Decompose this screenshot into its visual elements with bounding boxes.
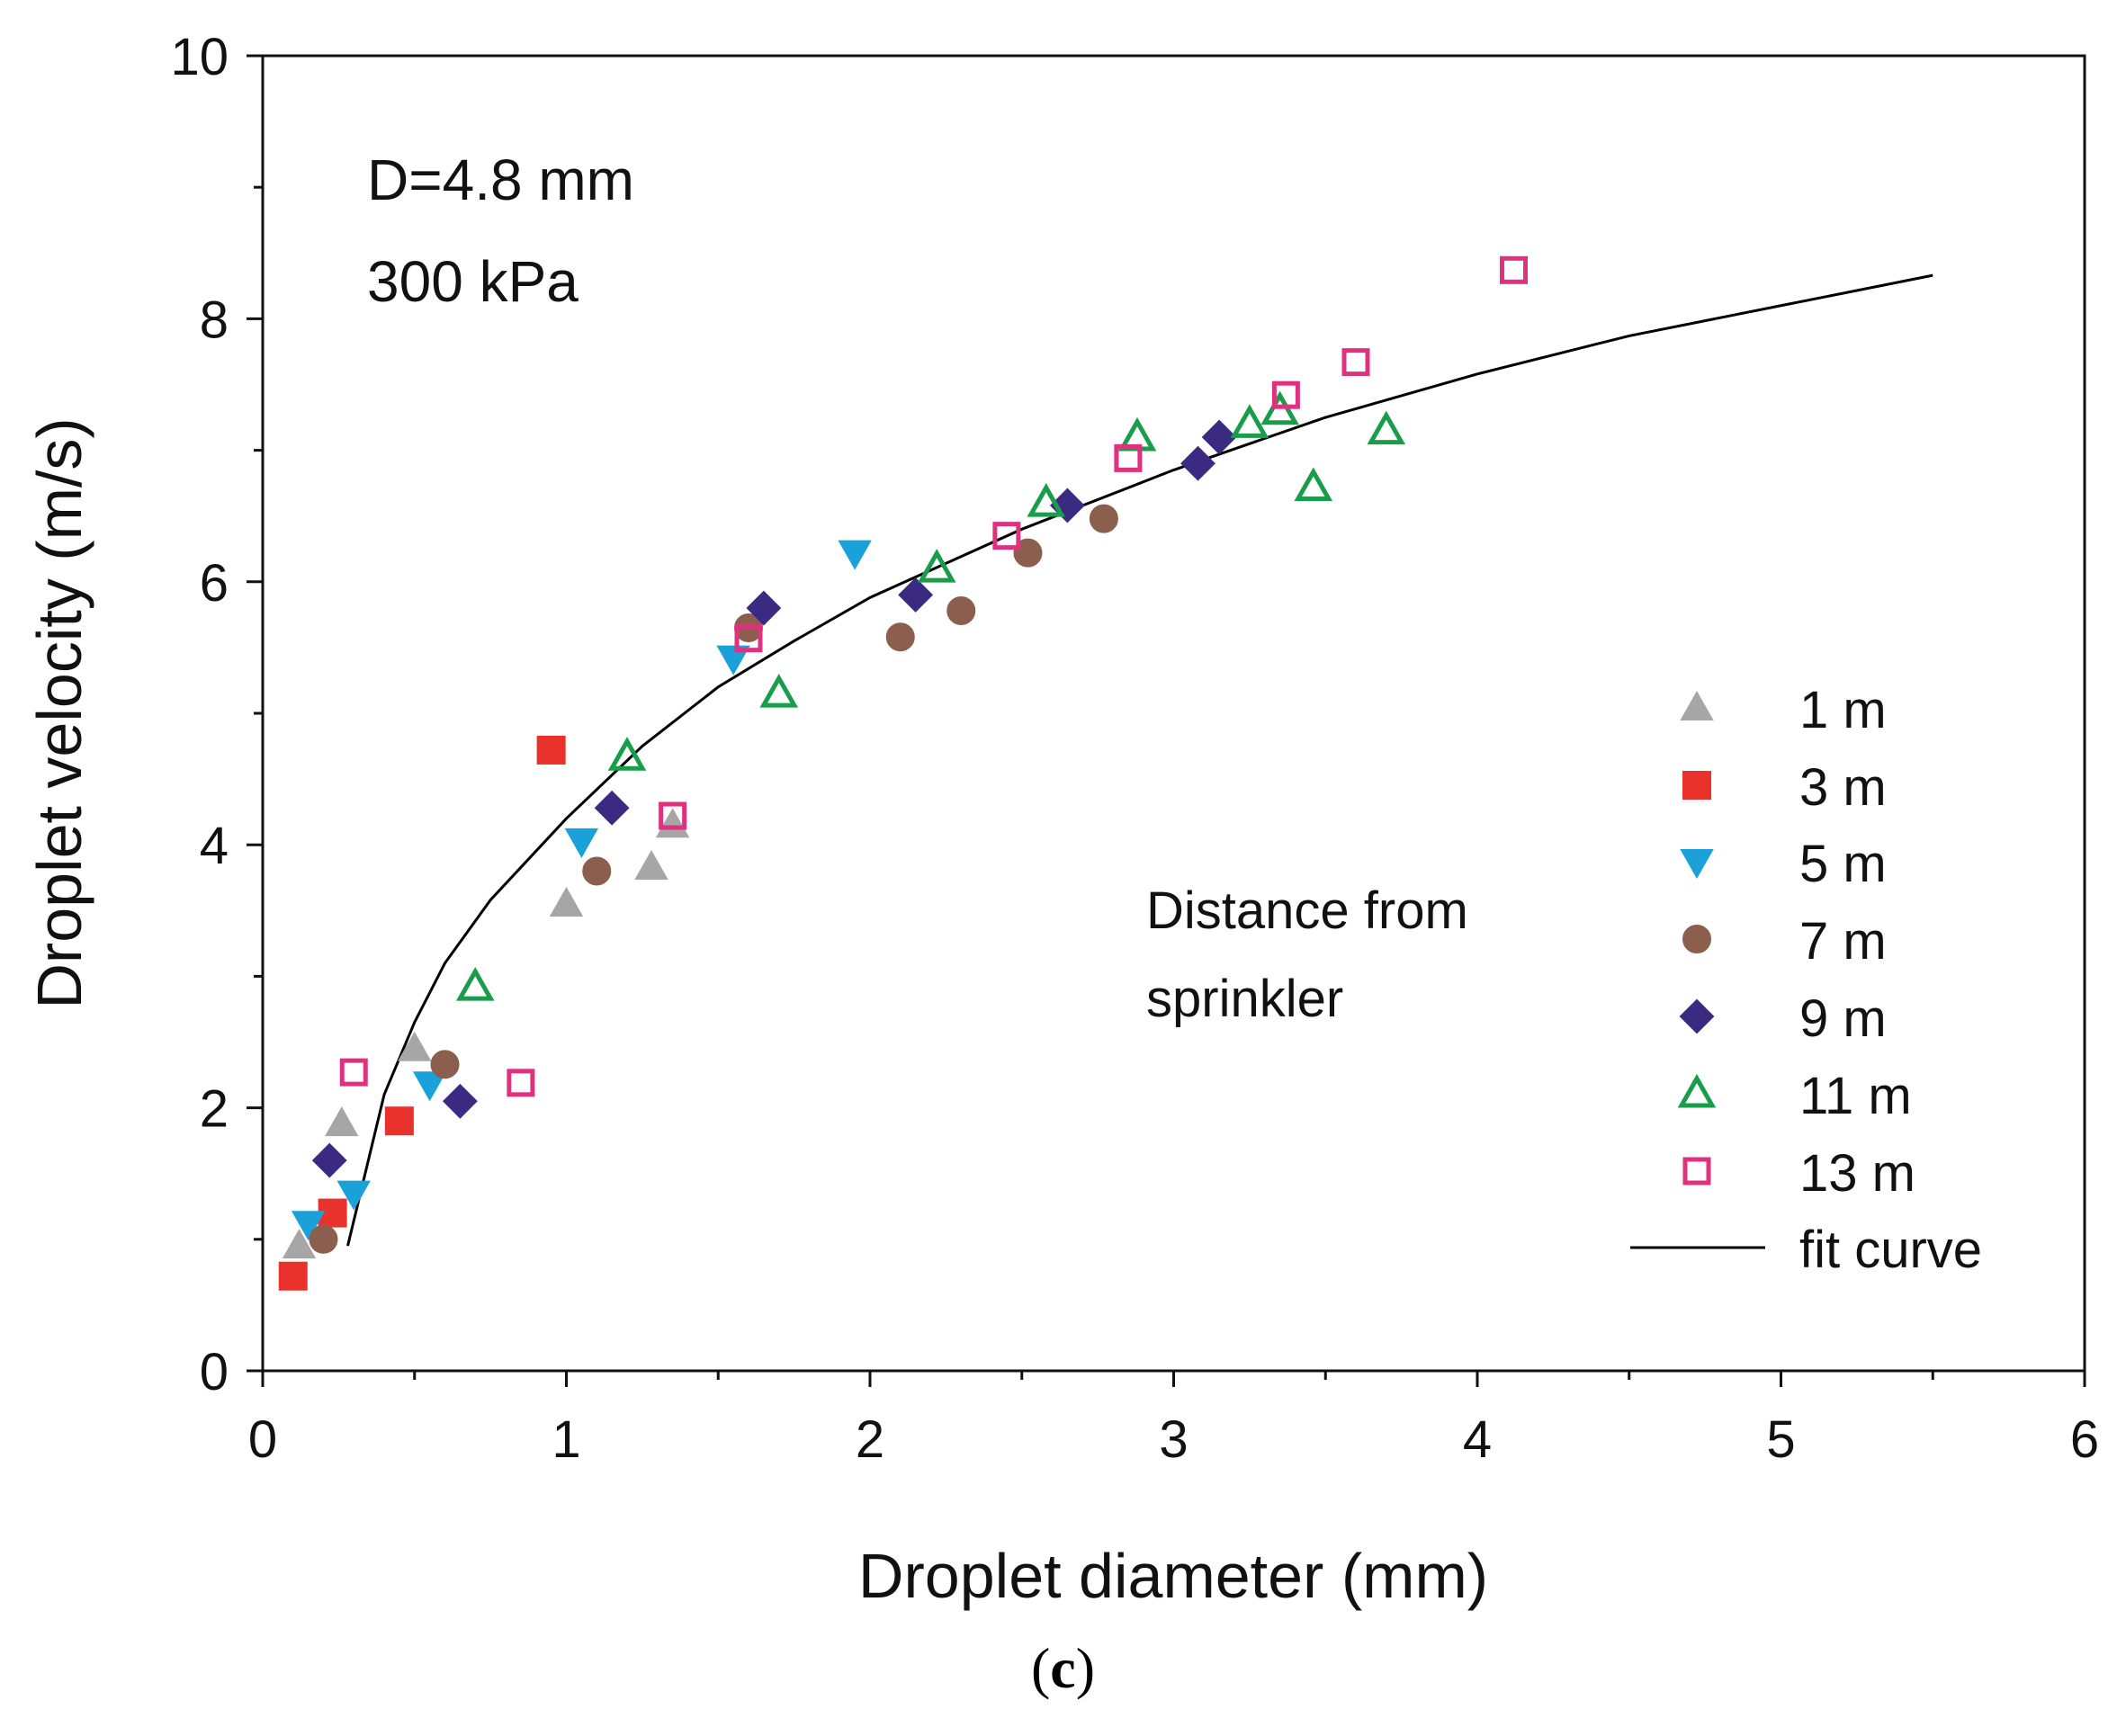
caption-open: ( — [1030, 1636, 1051, 1700]
x-tick-label: 4 — [1463, 1410, 1492, 1469]
legend-label: 7 m — [1799, 912, 1887, 971]
legend-label: 3 m — [1799, 758, 1887, 817]
x-tick-label: 6 — [2070, 1410, 2099, 1469]
legend-marker-3m — [1682, 771, 1711, 800]
point-11m — [1027, 483, 1066, 517]
legend-label: 5 m — [1799, 835, 1887, 893]
point-7m — [1013, 538, 1043, 568]
point-13m — [339, 1058, 368, 1087]
point-13m — [1114, 443, 1143, 472]
point-11m — [1294, 467, 1333, 502]
point-5m — [716, 645, 750, 676]
legend-title-line-1: Distance from — [1146, 881, 1468, 940]
legend-title-line-2: sprinkler — [1146, 970, 1343, 1028]
point-11m — [1260, 390, 1299, 425]
y-tick-label: 0 — [200, 1343, 229, 1401]
legend-marker-13m — [1682, 1157, 1711, 1186]
point-7m — [1089, 504, 1118, 533]
point-1m — [282, 1229, 317, 1259]
annotation-line-2: 300 kPa — [367, 249, 579, 314]
y-tick-label: 10 — [170, 28, 229, 86]
point-9m — [1201, 419, 1237, 455]
caption-close: ) — [1075, 1636, 1096, 1700]
x-tick-label: 3 — [1159, 1410, 1188, 1469]
legend-marker-5m — [1680, 849, 1714, 880]
point-7m — [309, 1224, 338, 1254]
point-13m — [1271, 380, 1300, 409]
legend-marker-1m — [1680, 690, 1714, 720]
point-7m — [946, 595, 976, 625]
x-tick-label: 2 — [856, 1410, 884, 1469]
y-tick-label: 4 — [200, 817, 229, 875]
fit-curve-layer — [346, 273, 1933, 1247]
point-13m — [1341, 348, 1370, 377]
y-tick-label: 2 — [200, 1080, 229, 1139]
point-13m — [734, 624, 763, 653]
point-5m — [291, 1211, 326, 1241]
point-9m — [898, 577, 934, 613]
point-11m — [455, 967, 495, 1001]
x-tick-label: 0 — [248, 1410, 277, 1469]
axis-ticks: 0 1 2 3 4 5 6 0 2 4 6 8 10 — [170, 28, 2099, 1469]
point-11m — [607, 737, 647, 771]
legend-marker-9m — [1679, 998, 1715, 1034]
point-1m — [634, 850, 668, 881]
annotation-line-1: D=4.8 mm — [367, 148, 634, 212]
y-tick-label: 6 — [200, 554, 229, 613]
point-9m — [1180, 445, 1215, 481]
point-13m — [659, 801, 687, 830]
point-5m — [564, 828, 599, 858]
point-1m — [655, 808, 690, 838]
x-tick-label: 5 — [1766, 1410, 1795, 1469]
figure-caption: (c) — [0, 1635, 2126, 1702]
point-3m — [536, 735, 566, 765]
point-9m — [746, 590, 782, 626]
x-axis-label: Droplet diameter (mm) — [858, 1541, 1488, 1611]
legend-marker-7m — [1682, 925, 1711, 953]
legend: 1 m 3 m 5 m 7 m 9 m 11 m 13 m fit curve — [1630, 681, 1982, 1279]
point-7m — [430, 1050, 460, 1079]
data-points — [278, 255, 1528, 1291]
point-9m — [442, 1083, 478, 1119]
point-3m — [384, 1106, 414, 1136]
point-7m — [582, 856, 612, 886]
legend-label-fit: fit curve — [1799, 1221, 1982, 1279]
point-1m — [398, 1031, 432, 1061]
point-13m — [507, 1069, 535, 1097]
point-5m — [412, 1071, 447, 1102]
legend-marker-11m — [1677, 1073, 1717, 1108]
point-5m — [838, 540, 872, 570]
x-tick-label: 1 — [552, 1410, 580, 1469]
point-5m — [336, 1180, 371, 1211]
point-11m — [1230, 404, 1269, 438]
legend-label: 1 m — [1799, 681, 1887, 739]
fit-curve — [346, 273, 1933, 1247]
point-11m — [917, 549, 956, 583]
legend-label: 13 m — [1799, 1144, 1915, 1203]
legend-label: 9 m — [1799, 989, 1887, 1048]
point-9m — [311, 1142, 347, 1178]
point-11m — [1117, 416, 1157, 452]
point-13m — [992, 522, 1021, 550]
point-11m — [1367, 410, 1406, 445]
point-13m — [1500, 255, 1528, 284]
legend-label: 11 m — [1799, 1067, 1912, 1125]
y-axis-label: Droplet velocity (m/s) — [24, 417, 94, 1008]
point-9m — [594, 790, 630, 826]
point-11m — [759, 673, 799, 708]
point-1m — [549, 886, 584, 917]
point-7m — [885, 622, 915, 652]
point-1m — [325, 1106, 359, 1137]
point-3m — [278, 1261, 308, 1291]
y-tick-label: 8 — [200, 291, 229, 349]
caption-letter: c — [1050, 1636, 1076, 1700]
